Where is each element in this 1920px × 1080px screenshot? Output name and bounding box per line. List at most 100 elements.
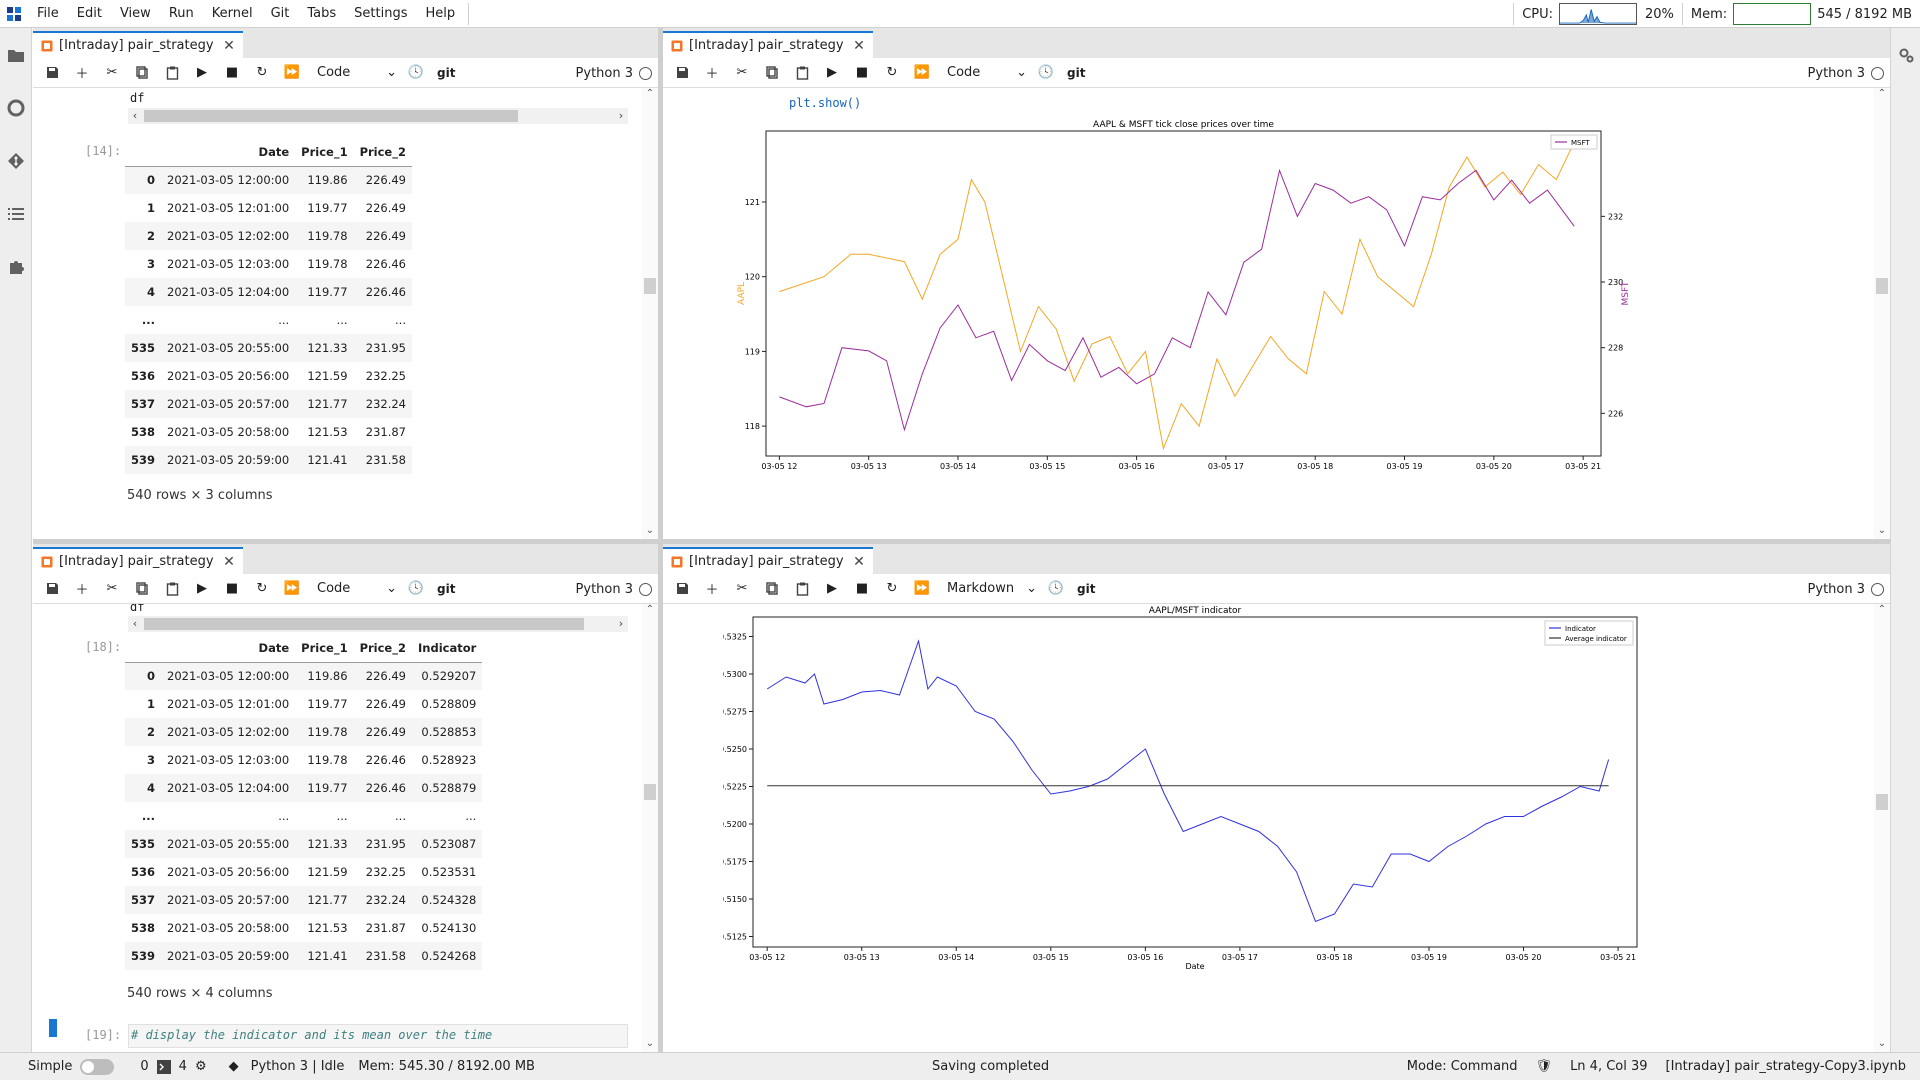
clock-icon[interactable]: 🕓	[407, 581, 425, 596]
run-icon[interactable]: ▶	[827, 65, 837, 80]
add-cell-icon[interactable]: ＋	[75, 583, 89, 598]
vertical-scrollbar[interactable]: ⌃ ⌄	[642, 88, 658, 539]
stop-icon[interactable]: ■	[225, 581, 239, 596]
vertical-scrollbar[interactable]: ⌃ ⌄	[642, 604, 658, 1052]
git-icon[interactable]	[0, 134, 32, 187]
notebook-tab[interactable]: [Intraday] pair_strategy ✕	[33, 31, 243, 58]
scroll-right-icon[interactable]: ›	[618, 109, 624, 122]
kernel-indicator[interactable]: Python 3	[576, 58, 652, 88]
restart-icon[interactable]: ↻	[256, 65, 268, 80]
paste-icon[interactable]	[787, 576, 817, 602]
menu-git[interactable]: Git	[270, 5, 290, 21]
extension-manager-icon[interactable]	[0, 240, 32, 293]
save-icon[interactable]	[37, 60, 67, 86]
clock-icon[interactable]: 🕓	[407, 65, 425, 80]
file-browser-icon[interactable]	[0, 28, 32, 81]
kernel-status[interactable]: Python 3 | Idle	[250, 1059, 345, 1074]
menu-settings[interactable]: Settings	[354, 5, 408, 21]
close-tab-icon[interactable]: ✕	[223, 37, 235, 54]
cut-icon[interactable]: ✂	[736, 65, 748, 80]
menu-view[interactable]: View	[119, 5, 151, 21]
vertical-scrollbar[interactable]: ⌃ ⌄	[1874, 604, 1890, 1052]
menu-kernel[interactable]: Kernel	[211, 5, 253, 21]
cut-icon[interactable]: ✂	[106, 581, 118, 596]
kernel-indicator[interactable]: Python 3	[1808, 58, 1884, 88]
run-all-icon[interactable]: ⏩	[283, 581, 301, 596]
scroll-up-icon[interactable]: ⌃	[1877, 88, 1887, 99]
copy-icon[interactable]	[757, 576, 787, 602]
run-icon[interactable]: ▶	[827, 581, 837, 596]
notebook-tab[interactable]: [Intraday] pair_strategy ✕	[33, 547, 243, 574]
scroll-down-icon[interactable]: ⌄	[1877, 1038, 1887, 1049]
notebook-content[interactable]: plt.show() AAPL & MSFT tick close prices…	[663, 88, 1890, 539]
run-all-icon[interactable]: ⏩	[913, 65, 931, 80]
restart-icon[interactable]: ↻	[886, 65, 898, 80]
notebook-content[interactable]: df ‹ › [18]: Date Price_1 Price_2 Indica…	[33, 604, 658, 1052]
save-icon[interactable]	[667, 576, 697, 602]
add-cell-icon[interactable]: ＋	[705, 67, 719, 82]
code-cell-input[interactable]	[128, 1024, 628, 1048]
close-tab-icon[interactable]: ✕	[853, 553, 865, 570]
trusted-icon[interactable]: 🛡	[1535, 1059, 1553, 1074]
notebook-tab[interactable]: [Intraday] pair_strategy ✕	[663, 31, 873, 58]
menu-tabs[interactable]: Tabs	[307, 5, 337, 21]
menu-run[interactable]: Run	[168, 5, 194, 21]
clock-icon[interactable]: 🕓	[1037, 65, 1055, 80]
scroll-thumb[interactable]	[644, 784, 656, 800]
git-button[interactable]: git	[437, 65, 456, 80]
scroll-right-icon[interactable]: ›	[618, 617, 624, 630]
scroll-left-icon[interactable]: ‹	[132, 109, 138, 122]
property-inspector-icon[interactable]	[1891, 28, 1920, 81]
scroll-thumb[interactable]	[1876, 278, 1888, 294]
notebook-content[interactable]: df ‹ › [14]: Date Price_1 Price_2 0 2021-…	[33, 88, 658, 539]
kernel-count[interactable]: 4	[178, 1059, 187, 1074]
copy-icon[interactable]	[757, 60, 787, 86]
scroll-up-icon[interactable]: ⌃	[645, 88, 655, 99]
git-branch-icon[interactable]: ◆	[228, 1059, 239, 1074]
paste-icon[interactable]	[157, 60, 187, 86]
scroll-left-icon[interactable]: ‹	[132, 617, 138, 630]
run-icon[interactable]: ▶	[197, 581, 207, 596]
paste-icon[interactable]	[787, 60, 817, 86]
horizontal-scrollbar[interactable]: ‹ ›	[128, 108, 628, 124]
clock-icon[interactable]: 🕓	[1047, 581, 1065, 596]
copy-icon[interactable]	[127, 576, 157, 602]
scroll-down-icon[interactable]: ⌄	[645, 525, 655, 536]
table-of-contents-icon[interactable]	[0, 187, 32, 240]
restart-icon[interactable]: ↻	[886, 581, 898, 596]
scroll-down-icon[interactable]: ⌄	[1877, 525, 1887, 536]
notebook-content[interactable]: AAPL/MSFT indicator 03-05 12 03-05 13 03-05…	[663, 604, 1890, 1052]
close-tab-icon[interactable]: ✕	[223, 553, 235, 570]
run-icon[interactable]: ▶	[197, 65, 207, 80]
cell-type-select[interactable]: Code ⌄	[311, 65, 401, 80]
save-icon[interactable]	[37, 576, 67, 602]
kernel-indicator[interactable]: Python 3	[576, 574, 652, 604]
mode-status[interactable]: Mode: Command	[1406, 1059, 1518, 1074]
stop-icon[interactable]: ■	[225, 65, 239, 80]
cursor-position[interactable]: Ln 4, Col 39	[1570, 1059, 1648, 1074]
running-kernels-icon[interactable]	[0, 81, 32, 134]
vertical-scrollbar[interactable]: ⌃ ⌄	[1874, 88, 1890, 539]
cell-type-select[interactable]: Code ⌄	[941, 65, 1031, 80]
menu-help[interactable]: Help	[425, 5, 456, 21]
menu-file[interactable]: File	[37, 5, 59, 21]
notebook-tab[interactable]: [Intraday] pair_strategy ✕	[663, 547, 873, 574]
jupyter-logo-icon[interactable]	[0, 0, 28, 28]
paste-icon[interactable]	[157, 576, 187, 602]
scroll-thumb[interactable]	[144, 110, 518, 122]
scroll-up-icon[interactable]: ⌃	[1877, 604, 1887, 615]
git-button[interactable]: git	[437, 581, 456, 596]
cell-type-select[interactable]: Code ⌄	[311, 581, 401, 596]
kernel-indicator[interactable]: Python 3	[1808, 574, 1884, 604]
add-cell-icon[interactable]: ＋	[705, 583, 719, 598]
git-button[interactable]: git	[1077, 581, 1096, 596]
scroll-thumb[interactable]	[144, 618, 584, 630]
save-icon[interactable]	[667, 60, 697, 86]
simple-mode-toggle[interactable]	[80, 1058, 115, 1075]
cut-icon[interactable]: ✂	[736, 581, 748, 596]
restart-icon[interactable]: ↻	[256, 581, 268, 596]
run-all-icon[interactable]: ⏩	[283, 65, 301, 80]
stop-icon[interactable]: ■	[855, 581, 869, 596]
terminal-count[interactable]: 0	[140, 1059, 149, 1074]
run-all-icon[interactable]: ⏩	[913, 581, 931, 596]
